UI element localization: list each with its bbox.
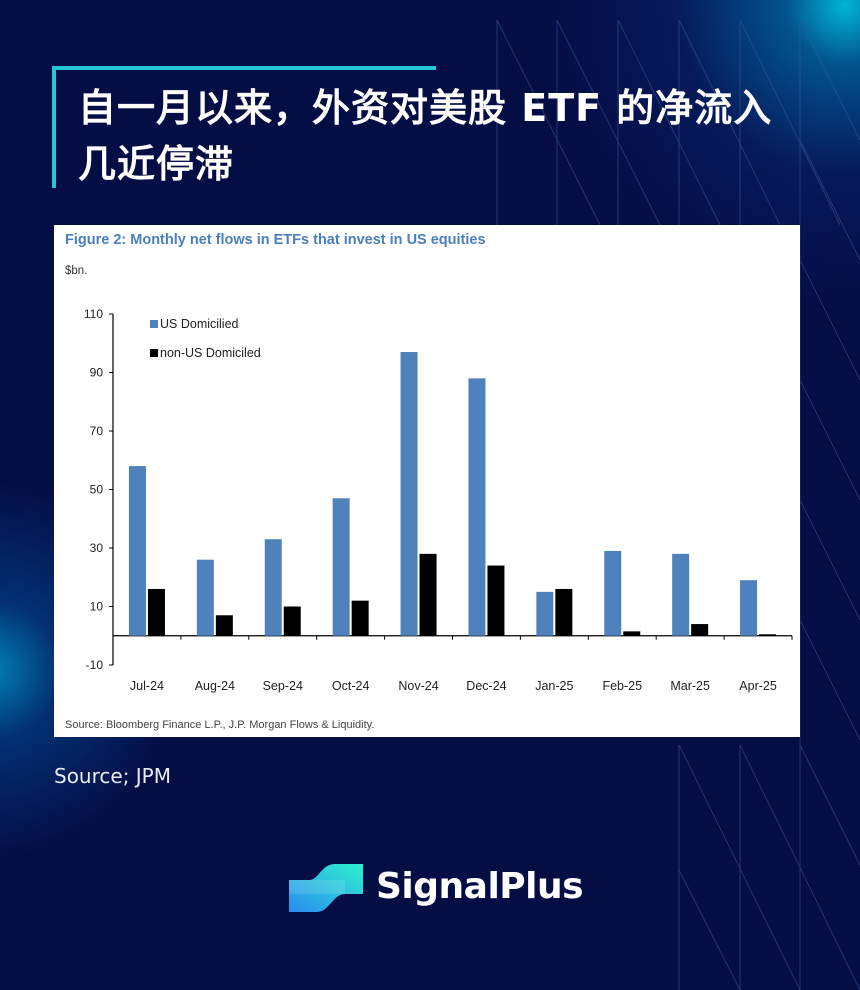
bar bbox=[128, 466, 146, 636]
y-tick-label: 50 bbox=[90, 483, 104, 497]
bar bbox=[400, 352, 418, 636]
legend-label: non-US Domiciled bbox=[160, 346, 261, 360]
y-tick-label: 110 bbox=[84, 307, 103, 321]
source-note: Source; JPM bbox=[54, 764, 172, 788]
x-tick-label: Mar-25 bbox=[670, 679, 710, 693]
x-tick-label: Aug-24 bbox=[195, 679, 235, 693]
bar bbox=[196, 559, 214, 636]
bar-chart: -10 10 30 50 70 90 110 Jul-24 Aug-24 Sep-24 Oct-24… bbox=[84, 307, 793, 693]
x-tick-label: Dec-24 bbox=[466, 679, 506, 693]
signalplus-logo-icon bbox=[289, 864, 363, 912]
figure-title: Figure 2: Monthly net flows in ETFs that… bbox=[65, 232, 486, 248]
x-tick-label: Sep-24 bbox=[263, 679, 303, 693]
bar bbox=[419, 553, 437, 636]
bar bbox=[468, 378, 486, 636]
bar bbox=[759, 634, 777, 636]
title-accent-bar bbox=[52, 66, 436, 70]
brand-name: SignalPlus bbox=[376, 866, 584, 907]
bar bbox=[215, 615, 233, 636]
legend-label: US Domicilied bbox=[160, 317, 239, 331]
x-tick-label: Apr-25 bbox=[739, 679, 777, 693]
bar bbox=[147, 588, 165, 636]
bar bbox=[604, 550, 622, 636]
bar bbox=[536, 591, 554, 636]
y-tick-label: -10 bbox=[86, 658, 104, 672]
bar bbox=[351, 600, 369, 636]
chart-source: Source: Bloomberg Finance L.P., J.P. Mor… bbox=[65, 719, 375, 731]
x-tick-label: Oct-24 bbox=[332, 679, 370, 693]
bar bbox=[264, 539, 282, 636]
bar bbox=[283, 606, 301, 636]
bar bbox=[691, 624, 709, 636]
chart-panel: Figure 2: Monthly net flows in ETFs that… bbox=[54, 225, 800, 737]
bar bbox=[740, 580, 758, 636]
bar bbox=[487, 565, 505, 636]
bar bbox=[332, 498, 350, 636]
y-tick-label: 70 bbox=[90, 424, 104, 438]
x-tick-label: Feb-25 bbox=[602, 679, 642, 693]
bar bbox=[555, 588, 573, 636]
y-tick-label: 90 bbox=[90, 366, 104, 380]
title-accent-side bbox=[52, 66, 56, 188]
x-tick-label: Jul-24 bbox=[130, 679, 164, 693]
x-tick-label: Jan-25 bbox=[535, 679, 573, 693]
page-title: 自一月以来，外资对美股 ETF 的净流入几近停滞 bbox=[78, 86, 773, 186]
y-tick-label: 30 bbox=[90, 541, 104, 555]
unit-label: $bn. bbox=[65, 265, 88, 277]
legend-swatch bbox=[150, 320, 158, 328]
x-tick-label: Nov-24 bbox=[398, 679, 438, 693]
bar bbox=[623, 631, 641, 636]
bar bbox=[672, 553, 690, 636]
legend-swatch bbox=[150, 349, 158, 357]
y-tick-label: 10 bbox=[90, 600, 104, 614]
